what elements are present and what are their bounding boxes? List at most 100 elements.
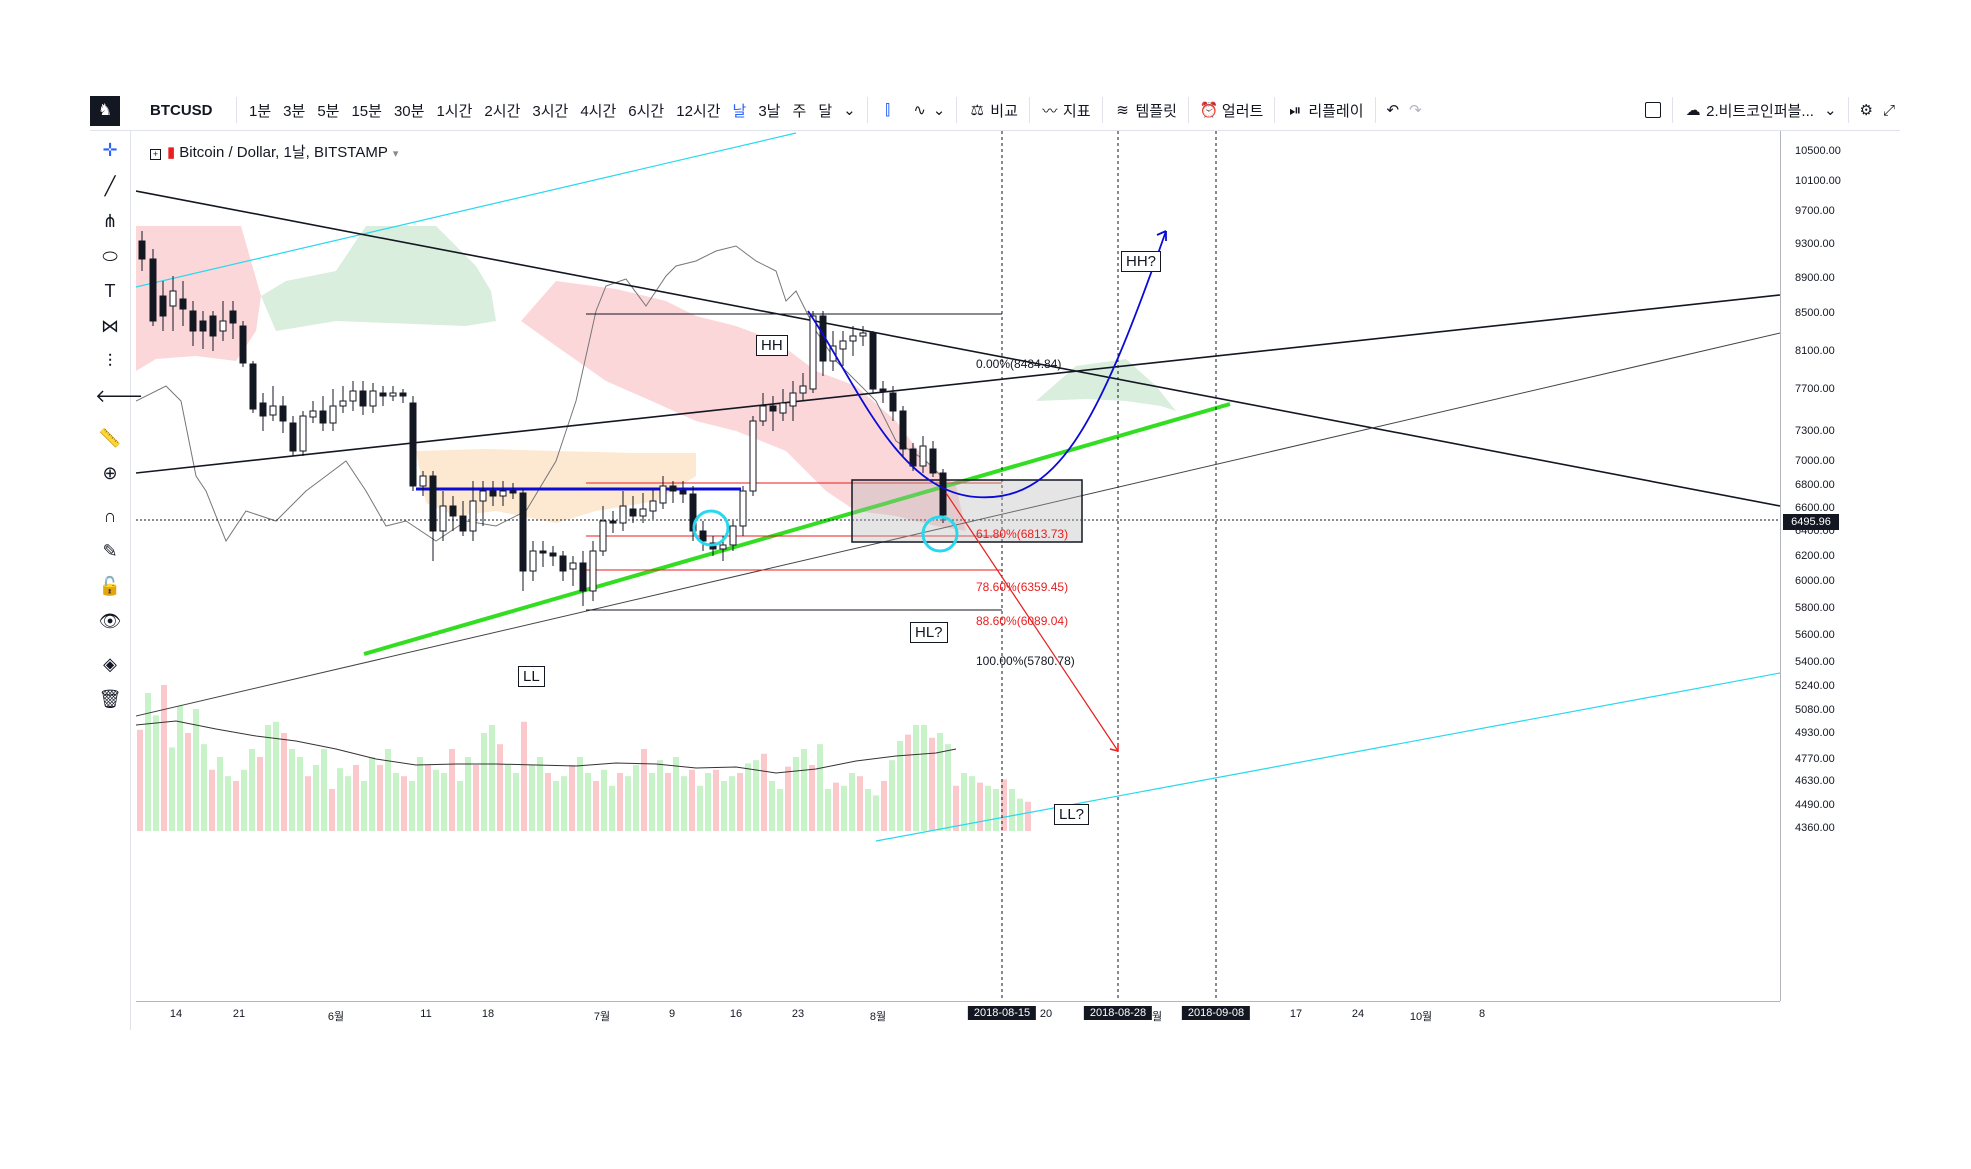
volume-bar [369, 757, 375, 831]
time-axis[interactable]: 14 21 6월 11 18 7월 9 16 23 8월 20 9월 17 24 10월 8 2018-08-1… [136, 1001, 1780, 1031]
chart-canvas[interactable] [136, 131, 1780, 1001]
interval-30m[interactable]: 30분 [393, 102, 425, 120]
interval-3d[interactable]: 3날 [758, 102, 781, 120]
candle-body [499, 490, 507, 497]
chart-type-dropdown[interactable]: ∿ ⌄ [906, 90, 951, 130]
price-tick: 6000.00 [1795, 575, 1835, 587]
time-tick: 23 [791, 1008, 805, 1020]
indicators-icon: 〰 [1042, 102, 1058, 120]
interval-6h[interactable]: 6시간 [628, 102, 665, 120]
candle-body [249, 363, 257, 410]
replay-button[interactable]: ⏯ 리플레이 [1281, 90, 1368, 130]
interval-4h[interactable]: 4시간 [580, 102, 617, 120]
label-hh[interactable]: HH [756, 335, 788, 356]
candle-body [569, 562, 577, 570]
candle-body [509, 490, 517, 494]
price-tick: 9700.00 [1795, 205, 1835, 217]
trash-icon[interactable]: 🗑 [98, 689, 122, 709]
candle-body [939, 472, 947, 516]
interval-3h[interactable]: 3시간 [532, 102, 569, 120]
undo-button[interactable]: ↶ [1382, 90, 1405, 130]
candle-body [429, 475, 437, 532]
volume-bar [713, 769, 719, 831]
volume-bar [489, 725, 495, 831]
time-tick: 17 [1289, 1008, 1303, 1020]
shapes-icon[interactable]: ⬭ [102, 246, 118, 266]
layout-selector[interactable]: ☁ 2.비트코인퍼블... ⌄ [1679, 90, 1841, 130]
label-hl-question[interactable]: HL? [910, 622, 948, 643]
alert-button[interactable]: ⏰ 얼러트 [1195, 90, 1268, 130]
volume-bar [897, 741, 903, 831]
chevron-down-icon[interactable]: ▾ [392, 148, 399, 160]
interval-3m[interactable]: 3분 [283, 102, 306, 120]
candle-body [239, 325, 247, 364]
volume-bar [537, 757, 543, 831]
eye-icon[interactable]: 👁 [98, 611, 122, 631]
text-icon[interactable]: T [104, 281, 116, 301]
volume-bar [513, 773, 519, 831]
interval-1d[interactable]: 날 [732, 102, 747, 120]
pitchfork-icon[interactable]: ⋔ [102, 211, 118, 231]
compare-button[interactable]: ⚖ 비교 [963, 90, 1023, 130]
candle-body [279, 405, 287, 422]
interval-1h[interactable]: 1시간 [436, 102, 473, 120]
interval-2h[interactable]: 2시간 [484, 102, 521, 120]
ruler-icon[interactable]: 📏 [98, 428, 122, 448]
crosshair-icon[interactable]: ✛ [102, 140, 118, 160]
expand-legend-icon[interactable]: + [150, 149, 161, 160]
indicators-button[interactable]: 〰 지표 [1036, 90, 1096, 130]
pattern-icon[interactable]: ⋈ [101, 316, 119, 336]
redo-button[interactable]: ↷ [1404, 90, 1427, 130]
app-logo[interactable]: ♞ [90, 96, 120, 126]
pencil-lock-icon[interactable]: ✎ [102, 541, 118, 561]
candle-body [229, 310, 237, 324]
layers-icon[interactable]: ◈ [103, 654, 117, 674]
volume-bar [937, 733, 943, 831]
candle-body [649, 500, 657, 512]
interval-15m[interactable]: 15분 [351, 102, 382, 120]
prediction-icon[interactable]: ⫶ [107, 351, 113, 371]
volume-bar [529, 765, 535, 831]
channel-line-cyan [136, 132, 797, 288]
label-ll[interactable]: LL [518, 666, 545, 687]
candle-body [599, 520, 607, 552]
maximize-button[interactable]: ⤢ [1878, 90, 1900, 130]
time-tick: 11 [420, 1008, 432, 1020]
price-tick: 10500.00 [1795, 145, 1841, 157]
label-hh-question[interactable]: HH? [1121, 251, 1162, 272]
volume-bar [505, 765, 511, 831]
settings-button[interactable]: ⚙ [1855, 90, 1878, 130]
arrow-left-icon[interactable]: 🡐 [95, 386, 144, 406]
chart-style-button[interactable]: ⫿ [874, 90, 906, 130]
trendline-icon[interactable]: ╱ [104, 176, 116, 196]
label-ll-question[interactable]: LL? [1054, 804, 1090, 825]
volume-bar [977, 782, 983, 831]
candle-body [809, 315, 817, 390]
magnet-icon[interactable]: ∩ [103, 506, 117, 526]
lock-icon[interactable]: 🔓 [98, 576, 122, 596]
templates-button[interactable]: ≋ 템플릿 [1109, 90, 1182, 130]
interval-1mo[interactable]: 달 [818, 102, 833, 120]
price-axis[interactable]: 10500.00 10100.00 9700.00 9300.00 8900.00 850… [1780, 131, 1901, 1001]
volume-bar [449, 749, 455, 831]
volume-bar [257, 757, 263, 831]
fullscreen-toggle[interactable] [1640, 90, 1666, 130]
alarm-clock-icon: ⏰ [1199, 102, 1219, 119]
interval-12h[interactable]: 12시간 [676, 102, 721, 120]
candle-body [159, 295, 167, 317]
volume-bar [1001, 779, 1007, 831]
interval-5m[interactable]: 5분 [317, 102, 340, 120]
chart-pane[interactable]: + ▮ Bitcoin / Dollar, 1날, BITSTAMP ▾ 0.00%(… [136, 131, 1780, 1001]
interval-dropdown[interactable]: ⌄ [838, 90, 861, 130]
volume-bar [905, 734, 911, 831]
volume-bar [913, 725, 919, 831]
interval-1m[interactable]: 1분 [249, 102, 272, 120]
volume-bar [721, 781, 727, 831]
candle-body [629, 508, 637, 517]
symbol-search[interactable]: BTCUSD [150, 101, 213, 119]
zoom-icon[interactable]: ⊕ [102, 463, 118, 483]
interval-1w[interactable]: 주 [792, 102, 807, 120]
drawings-top [692, 230, 1167, 752]
volume-bar [985, 785, 991, 831]
chart-legend[interactable]: + ▮ Bitcoin / Dollar, 1날, BITSTAMP ▾ [146, 139, 403, 164]
